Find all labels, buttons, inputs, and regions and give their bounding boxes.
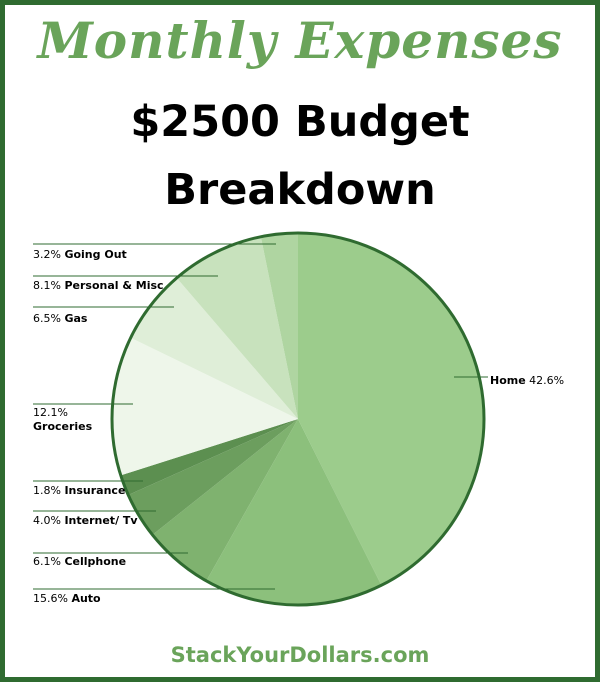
- pie-slice-gas: [130, 277, 298, 419]
- slice-label-cellphone: 6.1% Cellphone: [33, 555, 126, 568]
- slice-label-name-insurance: Insurance: [64, 484, 125, 497]
- slice-label-pct-going-out: 3.2%: [33, 248, 64, 261]
- title-breakdown: Breakdown: [164, 165, 436, 215]
- pie-slice-cellphone: [152, 419, 298, 581]
- slice-label-name-cellphone: Cellphone: [64, 555, 126, 568]
- slice-label-pct-insurance: 1.8%: [33, 484, 64, 497]
- slice-label-pct-gas: 6.5%: [33, 312, 64, 325]
- pie-slice-personal-misc: [176, 236, 298, 419]
- slice-label-name-internet-tv: Internet/ Tv: [64, 514, 138, 527]
- slice-label-name-gas: Gas: [64, 312, 87, 325]
- title-budget: $2500 Budget: [130, 97, 470, 147]
- pie-slice-groceries: [111, 337, 298, 476]
- slice-label-gas: 6.5% Gas: [33, 312, 88, 325]
- slice-label-home: Home 42.6%: [490, 374, 564, 387]
- slice-label-name-personal-misc: Personal & Misc: [64, 279, 163, 292]
- slice-label-insurance: 1.8% Insurance: [33, 484, 125, 497]
- slice-label-personal-misc: 8.1% Personal & Misc: [33, 279, 164, 292]
- pie-slice-home: [298, 233, 484, 586]
- slice-label-name-groceries: Groceries: [33, 420, 93, 433]
- slice-label-pct-cellphone: 6.1%: [33, 555, 64, 568]
- pie-slice-auto: [206, 419, 382, 605]
- slice-label-auto: 15.6% Auto: [33, 592, 101, 605]
- slice-label-name-going-out: Going Out: [64, 248, 126, 261]
- slice-label-name-auto: Auto: [71, 592, 101, 605]
- pie-slice-internet-tv: [128, 419, 298, 535]
- slice-label-pct-groceries: 12.1%: [33, 406, 68, 419]
- slice-label-pct-auto: 15.6%: [33, 592, 71, 605]
- footer-site-name: StackYourDollars.com: [170, 643, 430, 667]
- slice-label-name-home: Home: [490, 374, 526, 387]
- slice-label-going-out: 3.2% Going Out: [33, 248, 127, 261]
- slice-label-pct-personal-misc: 8.1%: [33, 279, 64, 292]
- slice-label-pct-home: 42.6%: [526, 374, 564, 387]
- pie-slice-insurance: [120, 419, 298, 496]
- pie-slice-going-out: [260, 233, 298, 419]
- pie-outline: [110, 231, 486, 607]
- slice-label-internet-tv: 4.0% Internet/ Tv: [33, 514, 138, 527]
- title-monthly-expenses: Monthly Expenses: [37, 11, 563, 70]
- slice-label-pct-internet-tv: 4.0%: [33, 514, 64, 527]
